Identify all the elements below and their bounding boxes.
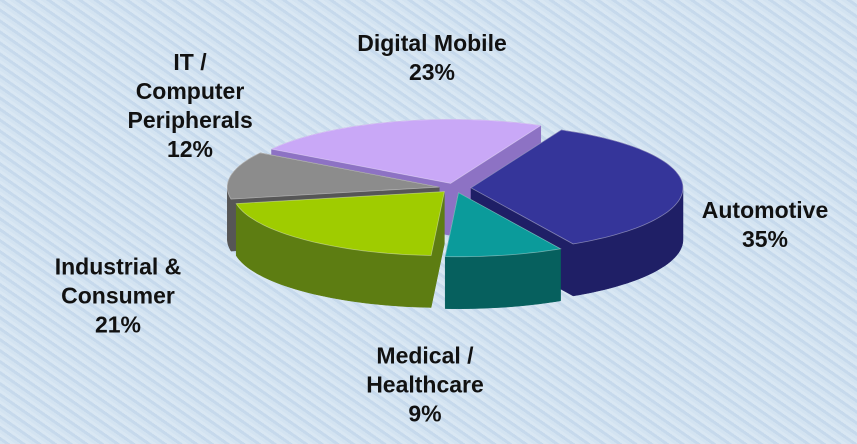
- slice-label: IT / Computer Peripherals 12%: [128, 48, 253, 164]
- category: Automotive: [701, 197, 829, 223]
- value-label: 23%: [408, 59, 456, 85]
- slice: [270, 119, 542, 184]
- value-label: 35%: [741, 226, 789, 252]
- category: Medical / Healthcare: [366, 342, 484, 398]
- category: Industrial & Consumer: [54, 253, 182, 309]
- slice: [470, 129, 684, 245]
- slice-label: Medical / Healthcare 9%: [350, 342, 500, 429]
- value-label: 12%: [166, 136, 214, 162]
- slice: [444, 192, 562, 258]
- value-label: 9%: [408, 400, 442, 427]
- slice: [235, 191, 445, 256]
- slice-label: Industrial & Consumer 21%: [31, 253, 206, 340]
- slice: [226, 152, 440, 200]
- category: IT / Computer Peripherals: [127, 49, 253, 133]
- slice-label: Automotive 35%: [685, 196, 845, 254]
- slice-label: Digital Mobile 23%: [332, 29, 532, 87]
- value-label: 21%: [94, 311, 142, 338]
- category: Digital Mobile: [357, 30, 507, 56]
